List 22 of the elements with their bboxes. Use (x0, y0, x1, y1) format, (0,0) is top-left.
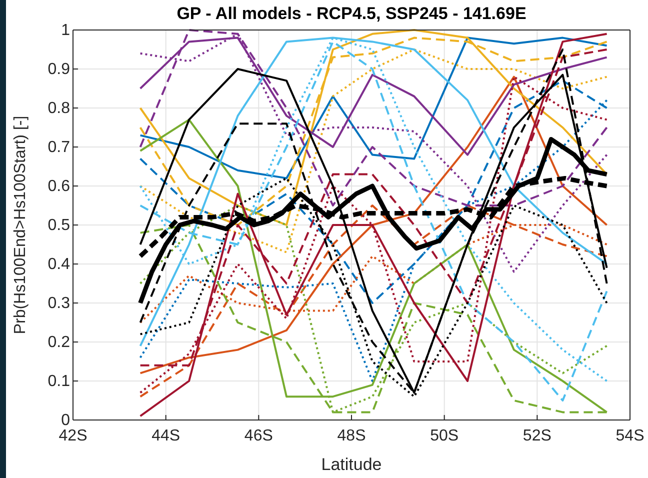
y-tick-label: 0.1 (48, 373, 70, 390)
x-tick-label: 50S (430, 428, 459, 445)
y-tick-label: 0.8 (48, 100, 70, 118)
chart-title: GP - All models - RCP4.5, SSP245 - 141.69E (176, 4, 526, 23)
x-tick-label: 52S (522, 428, 552, 445)
x-tick-label: 48S (337, 428, 366, 445)
y-tick-label: 0.6 (48, 178, 70, 196)
x-axis-title: Latitude (321, 455, 382, 474)
x-tick-label: 42S (58, 428, 88, 445)
y-tick-label: 0.7 (48, 139, 70, 156)
line-series (139, 36, 608, 180)
y-tick-label: 0.2 (48, 334, 70, 352)
y-tick-label: 0.5 (48, 217, 70, 234)
y-tick-label: 0.9 (48, 61, 70, 78)
y-tick-label: 1 (61, 22, 70, 40)
x-tick-label: 44S (152, 428, 180, 445)
x-tick-label: 54S (616, 428, 644, 445)
y-tick-label: 0.4 (48, 256, 70, 274)
y-tick-label: 0 (61, 412, 70, 430)
x-tick-label: 46S (244, 428, 273, 445)
y-axis-title: Prb(Hs100End>Hs100Start) [-] (12, 116, 29, 334)
y-tick-label: 0.3 (48, 295, 70, 312)
